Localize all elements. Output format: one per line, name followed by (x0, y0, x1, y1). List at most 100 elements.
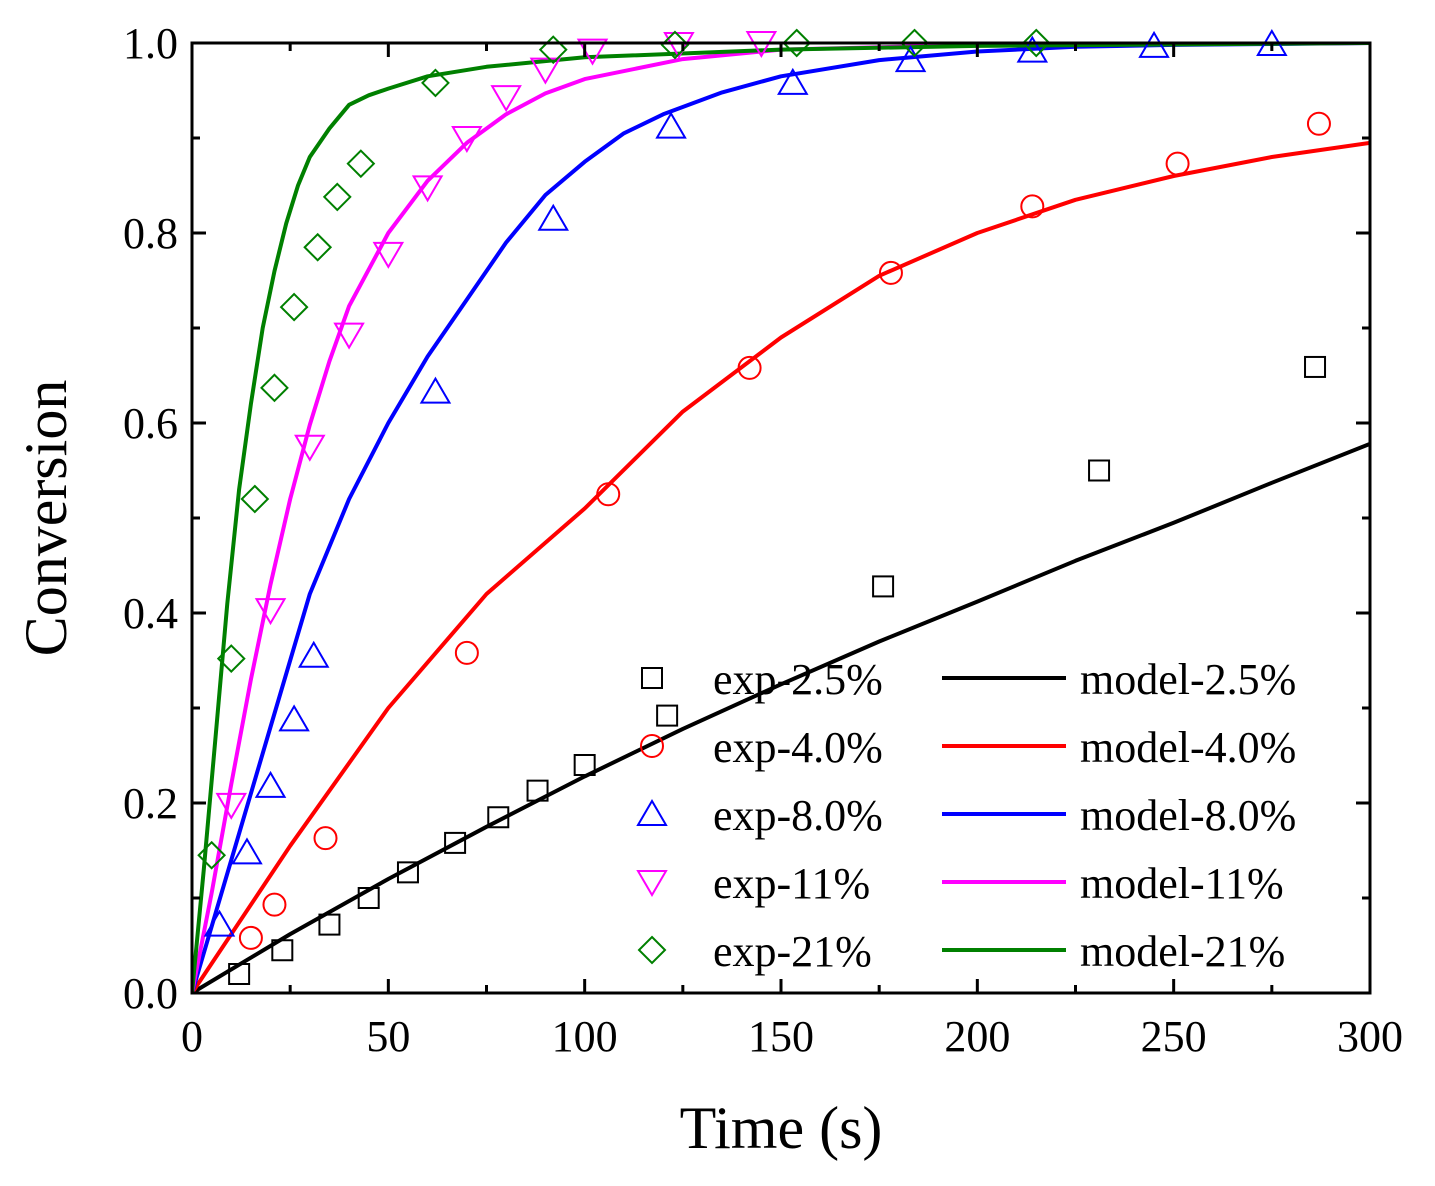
y-tick-label: 0.0 (123, 969, 178, 1018)
x-tick-label: 250 (1141, 1012, 1207, 1061)
data-point-exp-8-0 (777, 67, 809, 95)
data-point-exp-11 (490, 85, 522, 113)
data-point-exp-21 (538, 35, 568, 65)
series-markers-exp-2-5 (228, 355, 1327, 985)
legend-label-exp-8-0: exp-8.0% (713, 791, 883, 840)
data-point-exp-11 (372, 241, 405, 269)
data-point-exp-11 (254, 598, 287, 626)
y-tick-label: 0.4 (123, 589, 178, 638)
legend-label-model-8-0: model-8.0% (1080, 791, 1296, 840)
y-axis-title: Conversion (13, 380, 79, 657)
x-tick-label: 300 (1337, 1012, 1403, 1061)
y-tick-label: 0.6 (123, 399, 178, 448)
data-point-exp-4-0 (878, 260, 903, 285)
data-point-exp-11 (215, 792, 248, 820)
legend-label-model-4-0: model-4.0% (1080, 723, 1296, 772)
legend-label-model-2-5: model-2.5% (1080, 655, 1296, 704)
data-point-exp-8-0 (1138, 30, 1170, 58)
data-point-exp-2-5 (271, 939, 294, 962)
data-point-exp-8-0 (537, 203, 569, 231)
legend: exp-2.5% exp-4.0% exp-8.0% exp-11% exp-21% mo… (636, 655, 1296, 976)
y-tick-label: 1.0 (123, 19, 178, 68)
data-point-exp-2-5 (526, 779, 549, 802)
x-tick-label: 50 (366, 1012, 410, 1061)
data-point-exp-8-0 (231, 837, 263, 865)
data-point-exp-21 (660, 30, 690, 60)
data-point-exp-8-0 (278, 704, 310, 732)
data-point-exp-2-5 (444, 831, 467, 854)
data-point-exp-21 (216, 644, 246, 674)
data-point-exp-11 (663, 31, 695, 59)
data-point-exp-21 (279, 292, 309, 322)
legend-label-exp-4-0: exp-4.0% (713, 723, 883, 772)
series-markers-exp-21 (197, 28, 1051, 870)
legend-marker-exp-2-5 (641, 667, 663, 689)
data-point-exp-2-5 (573, 754, 596, 776)
data-point-exp-2-5 (228, 963, 251, 985)
series-line-model-8-0 (192, 43, 1370, 993)
x-axis-title: Time (s) (680, 1095, 883, 1161)
data-point-exp-21 (900, 28, 929, 58)
series-line-model-11 (192, 43, 1370, 993)
data-point-exp-11 (294, 434, 326, 462)
data-point-exp-11 (333, 322, 365, 350)
data-point-exp-2-5 (318, 913, 341, 936)
data-point-exp-21 (303, 232, 333, 262)
data-point-exp-4-0 (262, 892, 287, 917)
data-point-exp-4-0 (1306, 111, 1331, 136)
series-line-model-21 (192, 43, 1370, 993)
data-point-exp-21 (421, 68, 450, 98)
data-point-exp-8-0 (655, 111, 687, 139)
data-point-exp-11 (451, 126, 483, 153)
data-point-exp-8-0 (254, 770, 287, 798)
series-line-model-2-5 (192, 442, 1370, 993)
legend-label-exp-11: exp-11% (713, 859, 870, 908)
data-point-exp-21 (197, 840, 227, 870)
plot-frame (190, 41, 1372, 995)
data-point-exp-4-0 (454, 640, 479, 665)
data-point-exp-2-5 (872, 575, 895, 598)
data-point-exp-21 (782, 28, 812, 58)
legend-label-exp-21: exp-21% (713, 927, 872, 976)
legend-marker-exp-4-0 (640, 734, 664, 758)
y-tick-label: 0.2 (123, 779, 178, 828)
data-point-exp-8-0 (419, 376, 452, 404)
legend-marker-exp-21 (637, 935, 667, 965)
data-point-exp-2-5 (396, 861, 419, 884)
legend-label-exp-2-5: exp-2.5% (713, 655, 883, 704)
legend-label-model-21: model-21% (1080, 927, 1285, 976)
data-point-exp-11 (529, 57, 562, 85)
data-point-exp-2-5 (357, 887, 380, 909)
y-tick-label: 0.8 (123, 209, 178, 258)
data-point-exp-21 (346, 149, 376, 179)
data-point-exp-2-5 (487, 806, 510, 829)
model-lines (192, 43, 1370, 993)
experimental-markers (197, 28, 1331, 985)
data-point-exp-4-0 (1020, 194, 1045, 219)
data-point-exp-8-0 (1016, 35, 1049, 63)
x-tick-label: 200 (944, 1012, 1010, 1061)
x-tick-label: 150 (748, 1012, 814, 1061)
data-point-exp-21 (240, 484, 270, 514)
axis-ticks: 0 50 100 150 200 250 300 0.0 0.2 0.4 0.6 0.8 1.0 (123, 19, 1403, 1061)
data-point-exp-8-0 (894, 45, 927, 73)
data-point-exp-21 (1021, 28, 1051, 58)
legend-label-model-11: model-11% (1080, 859, 1284, 908)
data-point-exp-8-0 (203, 909, 236, 937)
data-point-exp-21 (322, 182, 352, 212)
data-point-exp-4-0 (737, 355, 762, 380)
data-point-exp-8-0 (297, 640, 330, 668)
series-markers-exp-4-0 (238, 111, 1331, 950)
legend-marker-exp-11 (636, 870, 668, 897)
data-point-exp-11 (411, 175, 444, 203)
x-tick-label: 100 (552, 1012, 618, 1061)
x-tick-label: 0 (181, 1012, 203, 1061)
series-markers-exp-11 (215, 31, 778, 820)
data-point-exp-4-0 (1165, 151, 1190, 176)
series-line-model-4-0 (192, 140, 1370, 993)
data-point-exp-4-0 (596, 482, 621, 507)
data-point-exp-4-0 (313, 826, 338, 851)
data-point-exp-2-5 (656, 704, 679, 727)
data-point-exp-4-0 (238, 925, 263, 950)
